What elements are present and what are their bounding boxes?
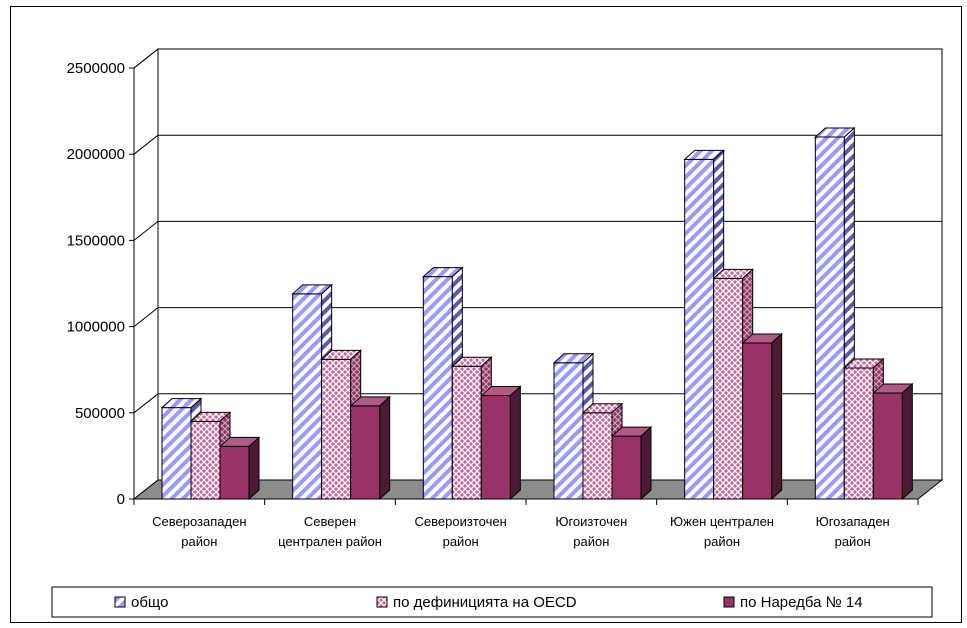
x-axis: Северозападен район Северен централен район… bbox=[133, 498, 919, 549]
bar bbox=[872, 382, 914, 501]
y-tick-label: 1500000 bbox=[67, 232, 125, 249]
y-tick-label: 2500000 bbox=[67, 60, 125, 77]
x-category-label: Северен bbox=[304, 514, 356, 529]
x-category-label: район bbox=[573, 534, 609, 549]
x-category-label: Южен централен bbox=[670, 514, 774, 529]
bars bbox=[160, 126, 914, 501]
bar bbox=[480, 385, 522, 501]
bar-front bbox=[684, 158, 715, 500]
side-wall bbox=[133, 47, 159, 501]
bar-front bbox=[814, 136, 845, 500]
gridline-side bbox=[133, 134, 159, 155]
bar-front bbox=[553, 362, 584, 500]
bar-front bbox=[451, 365, 482, 500]
gridline-side bbox=[133, 221, 159, 241]
bar-front bbox=[161, 407, 192, 500]
bar-side bbox=[640, 425, 652, 501]
bar bbox=[610, 425, 653, 501]
legend-label: по Наредба № 14 bbox=[740, 594, 863, 611]
bar-front bbox=[321, 358, 352, 500]
bar-front bbox=[292, 293, 323, 500]
bar-front bbox=[742, 342, 773, 500]
bar-side bbox=[509, 385, 521, 501]
x-category-label: Североизточен bbox=[415, 514, 507, 529]
y-tick-label: 500000 bbox=[75, 405, 125, 422]
gridline-side bbox=[133, 393, 159, 414]
x-category-label: централен район bbox=[278, 534, 382, 549]
bar-front bbox=[843, 367, 874, 500]
legend-swatch bbox=[376, 596, 388, 608]
gridline-side bbox=[133, 307, 159, 327]
legend-box bbox=[51, 586, 933, 618]
bar-side bbox=[771, 332, 783, 501]
x-category-label: район bbox=[835, 534, 871, 549]
gridline-side bbox=[133, 48, 159, 69]
x-category-label: Северозападен bbox=[152, 514, 246, 529]
bar-front bbox=[480, 395, 511, 500]
gridlines bbox=[133, 48, 942, 414]
x-category-label: Югозападен bbox=[816, 514, 890, 529]
x-category-label: Югоизточен bbox=[555, 514, 627, 529]
legend-swatch bbox=[114, 596, 126, 608]
bar-front bbox=[422, 276, 453, 500]
y-tick-label: 2000000 bbox=[67, 146, 125, 163]
y-tick-label: 1000000 bbox=[67, 319, 125, 336]
x-category-label: район bbox=[704, 534, 740, 549]
x-category-label: район bbox=[443, 534, 479, 549]
bar bbox=[320, 349, 362, 501]
bar-front bbox=[582, 412, 613, 500]
y-axis: 0 500000 1000000 1500000 2000000 2500000 bbox=[67, 60, 135, 508]
bar-front bbox=[713, 277, 744, 500]
bar bbox=[741, 332, 783, 501]
legend-swatch bbox=[723, 596, 735, 608]
legend-label: по дефиницията на OECD bbox=[393, 594, 577, 611]
bar bbox=[349, 395, 391, 501]
bar-side bbox=[248, 436, 260, 501]
bar-front bbox=[350, 405, 381, 500]
bar-front bbox=[872, 392, 903, 500]
bar-front bbox=[219, 445, 250, 500]
bar-side bbox=[901, 382, 913, 501]
bar-front bbox=[190, 420, 221, 500]
legend: общо по дефиницията на OECD по Наредба № 1… bbox=[51, 586, 933, 618]
bar-front bbox=[611, 435, 642, 500]
y-tick-label: 0 bbox=[117, 491, 125, 508]
bar-side bbox=[379, 395, 391, 501]
x-category-label: район bbox=[181, 534, 217, 549]
bar bbox=[218, 436, 261, 501]
bar bbox=[814, 126, 856, 501]
legend-label: общо bbox=[131, 594, 168, 611]
